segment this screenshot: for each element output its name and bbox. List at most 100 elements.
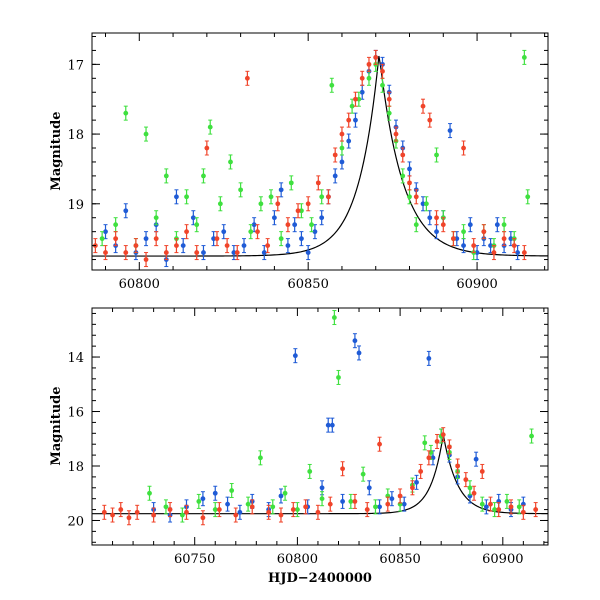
top-xtick-label: 60850 (287, 277, 328, 292)
bottom-ytick-label: 14 (67, 351, 84, 366)
bottom-red-point (352, 493, 358, 509)
bottom-red-point (233, 507, 239, 523)
top-red-point (103, 245, 108, 261)
top-green-point (299, 203, 304, 219)
bottom-red-point (397, 488, 403, 504)
bottom-green-point (282, 485, 288, 501)
top-green-point (163, 168, 169, 184)
bottom-red-point (118, 502, 124, 518)
top-red-point (123, 245, 129, 261)
top-blue-point (420, 196, 426, 212)
top-green-point (194, 217, 200, 233)
top-red-point (174, 238, 179, 254)
bottom-green-point (504, 493, 510, 509)
top-blue-point (180, 238, 186, 254)
top-green-point (217, 196, 223, 212)
top-red-point (285, 217, 291, 233)
top-red-point (451, 231, 456, 247)
bottom-panel-frame (91, 307, 549, 546)
bottom-green-point (319, 491, 325, 507)
top-blue-point (508, 231, 514, 247)
bottom-panel-xlabel: HJD−2400000 (268, 571, 372, 586)
top-red-point (386, 91, 392, 107)
top-green-point (123, 105, 129, 121)
top-blue-point (515, 245, 520, 261)
top-green-point (184, 189, 189, 205)
top-green-point (407, 189, 412, 205)
bottom-blue-point (352, 333, 358, 349)
top-red-point (339, 126, 345, 142)
top-green-point (461, 224, 466, 240)
bottom-red-point (455, 458, 461, 474)
top-green-point (201, 168, 206, 184)
bottom-blue-point (401, 496, 407, 512)
top-red-point (440, 217, 446, 233)
bottom-red-point (410, 480, 415, 496)
top-green-point (153, 210, 159, 226)
top-green-point (228, 154, 233, 170)
bottom-blue-point (319, 480, 325, 496)
bottom-green-point (245, 496, 251, 512)
top-red-point (501, 231, 507, 247)
top-red-point (204, 140, 210, 156)
bottom-green-point (467, 480, 473, 496)
top-red-point (214, 231, 220, 247)
top-blue-point (467, 217, 473, 233)
bottom-red-point (488, 496, 493, 512)
top-ytick-label: 17 (67, 58, 84, 73)
top-red-point (305, 196, 311, 212)
bottom-red-point (303, 499, 309, 515)
top-red-point (521, 245, 527, 261)
bottom-green-point (331, 310, 337, 326)
bottom-green-point (516, 499, 522, 515)
top-green-point (258, 196, 264, 212)
bottom-blue-point (329, 417, 335, 433)
top-red-point (194, 245, 200, 261)
top-green-point (99, 231, 105, 247)
bottom-green-point (147, 485, 152, 501)
bottom-red-point (377, 436, 382, 452)
top-red-point (275, 196, 281, 212)
bottom-panel-ticks: 60750 60800 60850 60900 14 16 18 20 (67, 308, 548, 567)
top-green-point (501, 217, 507, 233)
bottom-red-point (167, 502, 173, 518)
bottom-red-point (520, 504, 526, 520)
top-green-point (288, 175, 294, 191)
top-blue-point (231, 245, 237, 261)
top-green-point (207, 119, 213, 135)
bottom-red-point (216, 502, 222, 518)
bottom-blue-point (356, 345, 362, 361)
top-panel-ylabel: Magnitude (49, 111, 64, 190)
top-ytick-label: 19 (67, 198, 84, 213)
bottom-red-point (533, 502, 539, 518)
top-red-point (92, 238, 98, 254)
top-blue-point (143, 231, 149, 247)
bottom-panel-marks (92, 310, 548, 526)
bottom-blue-point (426, 350, 432, 366)
top-blue-point (190, 210, 196, 226)
bottom-red-point (151, 507, 157, 523)
bottom-blue-point (225, 496, 230, 512)
top-red-point (244, 70, 250, 86)
bottom-red-point (340, 461, 345, 477)
top-blue-point (123, 203, 129, 219)
top-blue-point (221, 224, 227, 240)
top-blue-point (353, 112, 358, 128)
bottom-red-point (508, 499, 514, 515)
top-blue-point (332, 168, 338, 184)
top-blue-point (454, 231, 460, 247)
top-green-point (329, 77, 335, 93)
top-red-point (353, 91, 358, 107)
bottom-blue-point (414, 474, 419, 490)
bottom-blue-point (473, 451, 479, 467)
bottom-blue-point (389, 491, 395, 507)
top-panel-marks (92, 49, 548, 268)
bottom-red-point (479, 463, 485, 479)
top-blue-point (201, 245, 206, 261)
top-model-curve (92, 55, 548, 257)
bottom-red-point (266, 504, 272, 520)
top-green-point (525, 189, 531, 205)
top-red-point (346, 112, 352, 128)
bottom-green-point (422, 435, 428, 451)
bottom-ytick-label: 20 (67, 514, 84, 529)
